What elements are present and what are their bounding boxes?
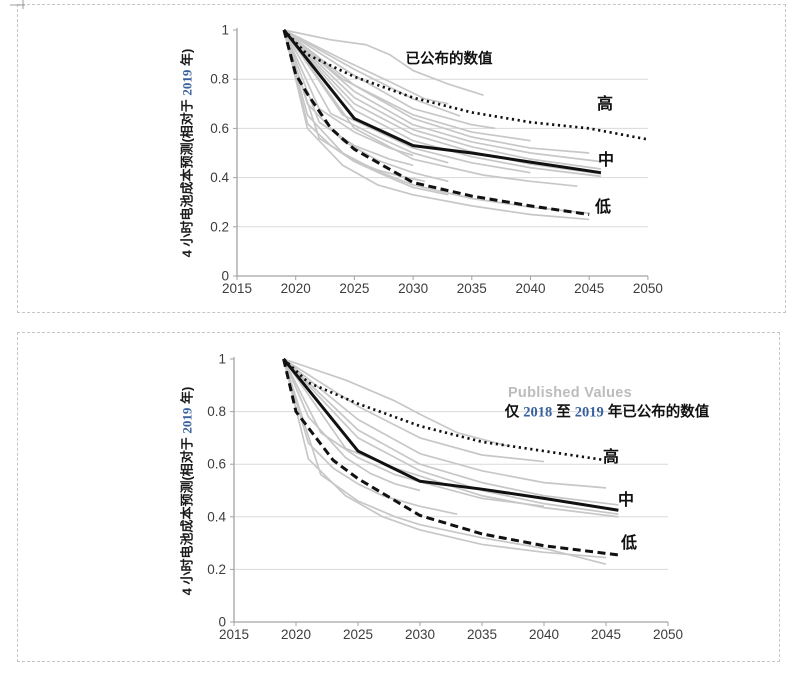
y-axis-title-text: 4 小时电池成本预测(相对于	[179, 433, 195, 596]
annotation-year-2018: 2018	[523, 404, 553, 421]
y-tick-label: 0.6	[207, 457, 226, 472]
x-tick-label: 2015	[219, 627, 249, 642]
published-projection-line	[283, 29, 449, 164]
published-projection-line	[282, 358, 619, 518]
chart-cell-published-values[interactable]: 2015 2020 2025 2030 2035 2040 2045 2050 0 0.2 0.4 0…	[17, 4, 786, 313]
annotation-part: 年已公布的数值	[603, 404, 710, 421]
published-projection-line	[282, 358, 458, 516]
x-tick-label: 2030	[398, 281, 428, 296]
published-projection-line	[283, 29, 602, 175]
x-tick-label: 2045	[591, 627, 621, 642]
published-projection-line	[283, 29, 578, 188]
published-projection-line	[283, 29, 484, 97]
published-projection-line	[283, 29, 449, 105]
x-tick-label: 2020	[281, 281, 311, 296]
y-axis-title: 4 小时电池成本预测(相对于 2019 年)	[177, 49, 196, 258]
published-projection-line	[283, 29, 531, 142]
published-projection-line	[282, 358, 421, 492]
x-tick-label: 2030	[405, 627, 435, 642]
published-projection-line	[282, 358, 607, 559]
watermark-published-values: Published Values	[507, 385, 633, 401]
x-tick-label: 2040	[529, 627, 559, 642]
y-tick-label: 0.4	[207, 509, 226, 524]
series-label-low: 低	[620, 535, 638, 552]
series-line-solid	[282, 29, 602, 175]
y-tick-label: 0.2	[207, 562, 226, 577]
published-projection-line	[283, 29, 602, 170]
y-axis-title-suffix: 年)	[179, 48, 195, 70]
series-label-high: 高	[596, 96, 614, 113]
published-projection-line	[283, 29, 426, 183]
chart-cell-published-2018-2019[interactable]: 2015 2020 2025 2030 2035 2040 2045 2050 0 0.2 0.4 0…	[17, 332, 780, 662]
published-projection-line	[282, 358, 545, 508]
published-projection-line	[283, 358, 545, 463]
x-tick-label: 2050	[653, 627, 683, 642]
y-axis-title-year: 2019	[179, 407, 195, 434]
series-line-dashed	[282, 29, 590, 216]
series-label-mid: 中	[597, 152, 615, 169]
x-tick-label: 2035	[457, 281, 487, 296]
y-tick-label: 1	[221, 23, 229, 38]
annotation-part: 至	[552, 404, 575, 421]
published-projection-line	[283, 29, 590, 154]
series-label-low: 低	[594, 199, 612, 216]
y-axis-title-year: 2019	[179, 69, 195, 96]
annotation-part: 仅	[504, 404, 524, 421]
series-line-solid	[282, 358, 619, 512]
series-line-dotted	[282, 29, 649, 141]
x-tick-label: 2025	[339, 281, 369, 296]
x-tick-label: 2050	[633, 281, 663, 296]
y-tick-label: 0	[221, 269, 229, 284]
y-tick-label: 0.4	[210, 170, 229, 185]
y-axis-title: 4 小时电池成本预测(相对于 2019 年)	[177, 387, 196, 596]
y-tick-label: 0.8	[210, 72, 229, 87]
published-projection-line	[283, 358, 508, 447]
published-projection-line	[283, 29, 602, 163]
table-handle-mark[interactable]	[6, 0, 32, 10]
published-projection-line	[282, 358, 619, 516]
y-tick-label: 0	[218, 615, 226, 630]
published-projection-line	[283, 29, 590, 221]
published-projection-line	[282, 358, 607, 565]
annotation-published-2018-2019: 仅 2018 至 2019 年已公布的数值	[505, 401, 710, 422]
chart-canvas-published-2018-2019: 2015 2020 2025 2030 2035 2040 2045 2050 0 0.2 0.4 0…	[207, 352, 683, 643]
annotation-year-2019: 2019	[574, 404, 604, 421]
y-tick-label: 0.8	[207, 404, 226, 419]
x-tick-label: 2040	[515, 281, 545, 296]
published-projection-line	[283, 29, 449, 196]
series-label-mid: 中	[617, 492, 635, 509]
y-tick-label: 1	[218, 352, 226, 367]
chart-canvas-published-values: 2015 2020 2025 2030 2035 2040 2045 2050 0 0.2 0.4 0…	[210, 23, 663, 297]
x-tick-label: 2025	[343, 627, 373, 642]
x-tick-label: 2035	[467, 627, 497, 642]
series-label-high: 高	[602, 449, 620, 466]
annotation-published-values: 已公布的数值	[405, 51, 493, 68]
y-axis-title-suffix: 年)	[179, 386, 195, 408]
y-axis-title-text: 4 小时电池成本预测(相对于	[179, 95, 195, 258]
published-projection-line	[283, 29, 531, 174]
published-projection-line	[283, 358, 619, 506]
published-projection-line	[283, 358, 607, 489]
published-projection-line	[283, 29, 461, 117]
y-tick-label: 0.6	[210, 121, 229, 136]
series-line-dashed	[282, 358, 619, 557]
x-tick-label: 2045	[574, 281, 604, 296]
published-projection-line	[283, 29, 496, 130]
x-tick-label: 2015	[222, 281, 252, 296]
y-tick-label: 0.2	[210, 219, 229, 234]
x-tick-label: 2020	[281, 627, 311, 642]
